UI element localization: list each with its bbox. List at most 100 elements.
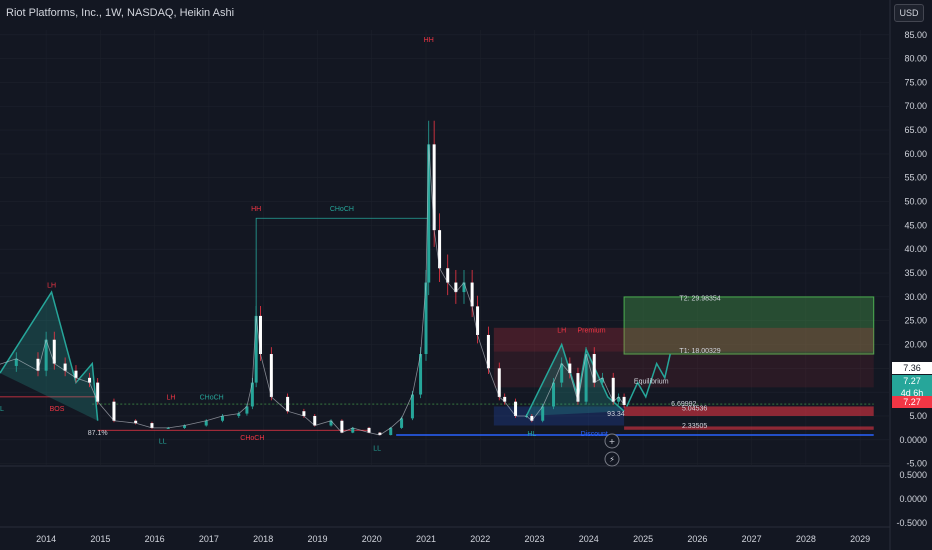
x-tick-label: 2016 [145, 534, 165, 544]
candle-body [269, 354, 273, 397]
candle-body [221, 415, 224, 421]
candle-body [88, 377, 92, 383]
candle-body [134, 420, 138, 424]
y-tick-label: 40.00 [904, 244, 927, 254]
lightning-icon-glyph: ⚡ [609, 455, 615, 464]
equilibrium-zone [493, 351, 874, 388]
candle-body [560, 363, 564, 383]
lower-y-tick-label: 0.0000 [899, 494, 927, 504]
chart-label: 93.34 [607, 411, 625, 418]
add-icon [604, 433, 620, 449]
candle-body [63, 363, 67, 371]
chart-label: CHoCH [330, 206, 354, 213]
chart-label: Discount [581, 431, 608, 438]
candle-body [486, 334, 490, 369]
x-tick-label: 2027 [742, 534, 762, 544]
candle-body [351, 427, 355, 433]
y-tick-label: 60.00 [904, 149, 927, 159]
candle-body [400, 418, 404, 428]
y-tick-label: 85.00 [904, 30, 927, 40]
chart-label: LH [557, 328, 566, 335]
candle-body [419, 354, 423, 395]
y-tick-label: 0.0000 [899, 435, 927, 445]
candle-body [245, 406, 249, 414]
x-tick-label: 2024 [579, 534, 599, 544]
chart-label: 2.33505 [682, 423, 707, 430]
candle-body [112, 401, 116, 421]
last-price-tag: 7.36 [892, 362, 932, 374]
chart-label: LH [47, 282, 56, 289]
candle-body [389, 427, 393, 436]
candle-body [470, 282, 474, 307]
y-tick-label: 20.00 [904, 339, 927, 349]
x-tick-label: 2029 [850, 534, 870, 544]
choch-line [255, 217, 429, 316]
y-tick-label: 50.00 [904, 197, 927, 207]
candle-body [514, 401, 518, 416]
candle-body [250, 382, 254, 407]
candle-body [427, 144, 431, 283]
chart-label: LL [373, 445, 381, 452]
x-tick-label: 2018 [253, 534, 273, 544]
candle-body [340, 420, 344, 433]
red-price-tag: 7.27 [892, 396, 932, 408]
y-tick-label: 45.00 [904, 220, 927, 230]
candle-body [52, 339, 56, 364]
candle-body [462, 282, 466, 293]
chart-label: LL [0, 406, 4, 413]
x-tick-label: 2014 [36, 534, 56, 544]
x-tick-label: 2025 [633, 534, 653, 544]
stop-zone-2 [624, 426, 874, 430]
chart-label: CHoCH [200, 394, 224, 401]
chart-label: LL [159, 439, 167, 446]
candle-body [584, 354, 588, 402]
chart-label: T2: 29.98354 [679, 296, 720, 303]
candle-body [378, 432, 382, 436]
candle-body [313, 415, 317, 426]
x-tick-label: 2020 [362, 534, 382, 544]
candle-body [432, 144, 436, 231]
lightning-icon [604, 451, 620, 467]
candle-body [600, 377, 604, 383]
price-line [0, 144, 625, 436]
candle-body [503, 396, 507, 402]
y-tick-label: 75.00 [904, 77, 927, 87]
chart-label: Premium [578, 328, 606, 335]
y-tick-label: 25.00 [904, 316, 927, 326]
currency-button[interactable]: USD [894, 4, 924, 22]
chart-label: HL [527, 431, 536, 438]
main-pane [0, 30, 890, 466]
candle-body [74, 370, 78, 378]
chart-label: LH [166, 394, 175, 401]
y-tick-label: 35.00 [904, 268, 927, 278]
x-tick-label: 2026 [687, 534, 707, 544]
projection-path [626, 353, 671, 407]
candle-body [541, 406, 545, 421]
lower-y-tick-label: 0.5000 [899, 470, 927, 480]
candle-body [530, 415, 534, 421]
candle-body [568, 363, 572, 374]
y-tick-label: 70.00 [904, 101, 927, 111]
candle-body [166, 427, 170, 429]
x-tick-label: 2023 [525, 534, 545, 544]
candle-body [329, 420, 333, 426]
candle-body [476, 306, 480, 335]
x-tick-label: 2019 [307, 534, 327, 544]
x-tick-label: 2017 [199, 534, 219, 544]
y-tick-label: 5.00 [909, 411, 927, 421]
candle-body [254, 315, 258, 383]
candle-body [367, 427, 371, 433]
candle-body [36, 358, 40, 371]
chart-label: 5.04536 [682, 406, 707, 413]
y-tick-label: 55.00 [904, 173, 927, 183]
lower-y-tick-label: -0.5000 [896, 518, 927, 528]
candle-body [552, 382, 556, 407]
x-tick-label: 2028 [796, 534, 816, 544]
candle-body [454, 282, 458, 293]
x-tick-label: 2015 [90, 534, 110, 544]
chart-label: CHoCH [240, 435, 264, 442]
discount-zone [493, 406, 625, 426]
chart-label: 87.1% [88, 430, 108, 437]
x-tick-label: 2021 [416, 534, 436, 544]
